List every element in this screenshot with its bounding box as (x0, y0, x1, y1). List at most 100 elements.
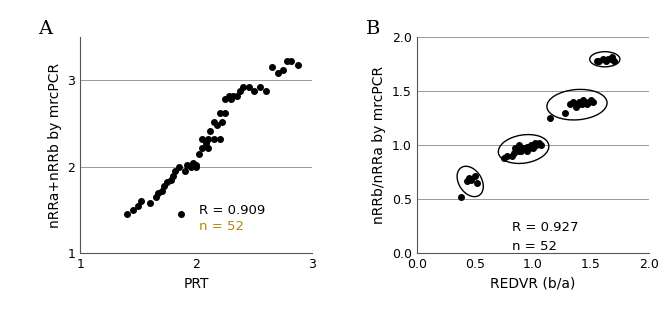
Point (217, 119, 227, 124)
Point (456, 195, 466, 200)
Point (516, 148, 527, 153)
Point (220, 97, 231, 102)
Point (514, 148, 524, 153)
Point (568, 99, 579, 104)
Point (472, 180, 482, 185)
Point (220, 111, 231, 116)
Point (159, 184, 169, 188)
Point (212, 123, 223, 128)
Text: R = 0.909: R = 0.909 (199, 204, 265, 217)
Point (231, 93, 242, 98)
Point (266, 65, 277, 70)
Point (512, 146, 523, 151)
Point (597, 56, 608, 61)
Point (133, 203, 144, 208)
Point (601, 58, 611, 63)
Point (282, 59, 292, 64)
Text: n = 52: n = 52 (199, 220, 244, 233)
Point (593, 58, 604, 63)
Point (162, 180, 173, 185)
Y-axis label: nRRa+nRRb by mrcPCR: nRRa+nRRb by mrcPCR (48, 63, 62, 228)
Point (272, 71, 283, 76)
Point (191, 163, 201, 167)
Point (203, 145, 213, 150)
Point (187, 160, 198, 165)
Point (173, 164, 184, 169)
Point (293, 62, 304, 67)
Point (530, 141, 541, 146)
Point (518, 146, 529, 151)
Point (536, 143, 547, 148)
Point (235, 88, 246, 93)
Point (577, 97, 588, 102)
Point (214, 137, 225, 142)
Point (571, 105, 581, 110)
Point (606, 54, 617, 59)
Point (208, 137, 219, 142)
Point (151, 195, 161, 200)
Point (583, 99, 594, 104)
Point (502, 154, 512, 159)
Point (200, 140, 211, 145)
Point (176, 212, 187, 217)
Point (168, 173, 179, 178)
Point (286, 59, 297, 64)
Point (193, 151, 204, 156)
Point (165, 177, 176, 182)
Point (191, 164, 201, 169)
Point (462, 178, 472, 183)
Point (530, 143, 541, 148)
Point (127, 208, 138, 213)
Point (197, 145, 207, 150)
Point (153, 190, 163, 195)
Point (506, 154, 517, 159)
Point (214, 111, 225, 116)
Text: B: B (366, 20, 380, 38)
X-axis label: REDVR (b/a): REDVR (b/a) (490, 277, 575, 291)
Point (576, 102, 587, 107)
Y-axis label: nRRb/nRRa by mrcPCR: nRRb/nRRa by mrcPCR (373, 66, 387, 224)
Point (179, 169, 190, 174)
Point (603, 56, 613, 61)
X-axis label: PRT: PRT (183, 277, 209, 291)
Point (156, 188, 167, 193)
Point (528, 145, 539, 150)
Point (522, 145, 533, 150)
Point (524, 146, 535, 151)
Point (135, 199, 146, 204)
Point (223, 93, 234, 98)
Point (574, 99, 585, 104)
Point (208, 119, 219, 124)
Point (509, 150, 520, 155)
Point (580, 99, 591, 104)
Point (514, 143, 524, 148)
Point (528, 146, 539, 151)
Point (121, 212, 132, 217)
Point (182, 163, 193, 167)
Point (519, 146, 530, 151)
Point (545, 116, 556, 121)
Point (255, 85, 266, 90)
Point (498, 156, 509, 161)
Point (237, 85, 248, 90)
Point (185, 164, 196, 169)
Point (464, 175, 474, 180)
Point (197, 137, 207, 142)
Point (609, 58, 619, 63)
Point (145, 201, 155, 206)
Point (516, 146, 527, 151)
Point (525, 143, 536, 148)
Point (170, 169, 181, 174)
Point (565, 102, 575, 107)
Point (470, 173, 480, 178)
Text: n = 52: n = 52 (512, 240, 557, 253)
Point (560, 110, 571, 115)
Point (278, 67, 289, 72)
Point (466, 177, 477, 182)
Text: R = 0.927: R = 0.927 (512, 221, 579, 234)
Point (261, 88, 272, 93)
Point (582, 102, 593, 107)
Point (585, 97, 596, 102)
Point (228, 93, 239, 98)
Point (588, 99, 599, 104)
